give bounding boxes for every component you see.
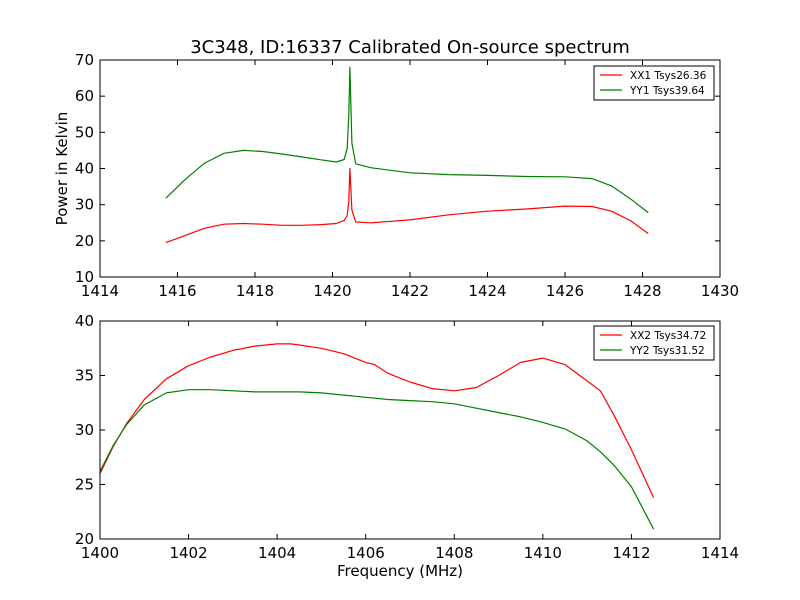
x-tick-label: 1418 xyxy=(236,282,274,300)
x-tick-label: 1408 xyxy=(435,544,473,562)
x-tick-label: 1404 xyxy=(258,544,296,562)
x-tick-label: 1402 xyxy=(169,544,207,562)
x-tick-label: 1414 xyxy=(701,544,739,562)
y-tick-label: 30 xyxy=(75,421,94,439)
x-tick-label: 1400 xyxy=(81,544,119,562)
legend-label: XX1 Tsys26.36 xyxy=(630,70,707,82)
x-tick-label: 1430 xyxy=(701,282,739,300)
y-tick-label: 50 xyxy=(75,123,94,141)
legend-label: YY2 Tsys31.52 xyxy=(629,345,705,357)
x-tick-label: 1416 xyxy=(158,282,196,300)
y-tick-label: 35 xyxy=(75,367,94,385)
y-tick-label: 40 xyxy=(75,160,94,178)
panels: 1414 1416 1418 1420 1422 1424 1426 1428 1430 10 20… xyxy=(53,51,739,580)
y-tick-label: 10 xyxy=(75,268,94,286)
x-tick-label: 1424 xyxy=(468,282,506,300)
chart-panel-2: 1400 1402 1404 1406 1408 1410 1412 1414 20 25 30 35… xyxy=(75,312,739,580)
x-tick-label: 1426 xyxy=(546,282,584,300)
series-line-2-1 xyxy=(99,343,655,498)
x-tick-label: 1410 xyxy=(524,544,562,562)
legend-1: XX1 Tsys26.36 YY1 Tsys39.64 xyxy=(593,65,715,101)
y-tick-label: 20 xyxy=(75,530,94,548)
y-tick-label: 30 xyxy=(75,196,94,214)
x-tick-label: 1414 xyxy=(81,282,119,300)
series-line-2-2 xyxy=(99,389,655,530)
y-tick-label: 70 xyxy=(75,51,94,69)
legend-2: XX2 Tsys34.72 YY2 Tsys31.52 xyxy=(593,325,715,361)
y-axis-label: Power in Kelvin xyxy=(53,112,71,226)
y-tick-label: 40 xyxy=(75,312,94,330)
legend-label: XX2 Tsys34.72 xyxy=(630,330,706,342)
y-tick-label: 25 xyxy=(75,476,94,494)
chart-panel-1: 1414 1416 1418 1420 1422 1424 1426 1428 1430 10 20… xyxy=(53,51,739,300)
y-tick-label: 20 xyxy=(75,232,94,250)
legend-box xyxy=(593,325,715,361)
x-tick-label: 1420 xyxy=(313,282,351,300)
legend-box xyxy=(593,65,715,101)
legend-label: YY1 Tsys39.64 xyxy=(629,85,705,97)
series-line-1-1 xyxy=(165,167,649,244)
x-axis-label: Frequency (MHz) xyxy=(337,562,463,580)
y-tick-label: 60 xyxy=(75,87,94,105)
x-tick-label: 1406 xyxy=(347,544,385,562)
x-tick-label: 1412 xyxy=(612,544,650,562)
series-line-1-2 xyxy=(165,66,649,214)
x-tick-label: 1428 xyxy=(623,282,661,300)
x-tick-label: 1422 xyxy=(391,282,429,300)
figure-title: 3C348, ID:16337 Calibrated On-source spe… xyxy=(190,37,630,58)
